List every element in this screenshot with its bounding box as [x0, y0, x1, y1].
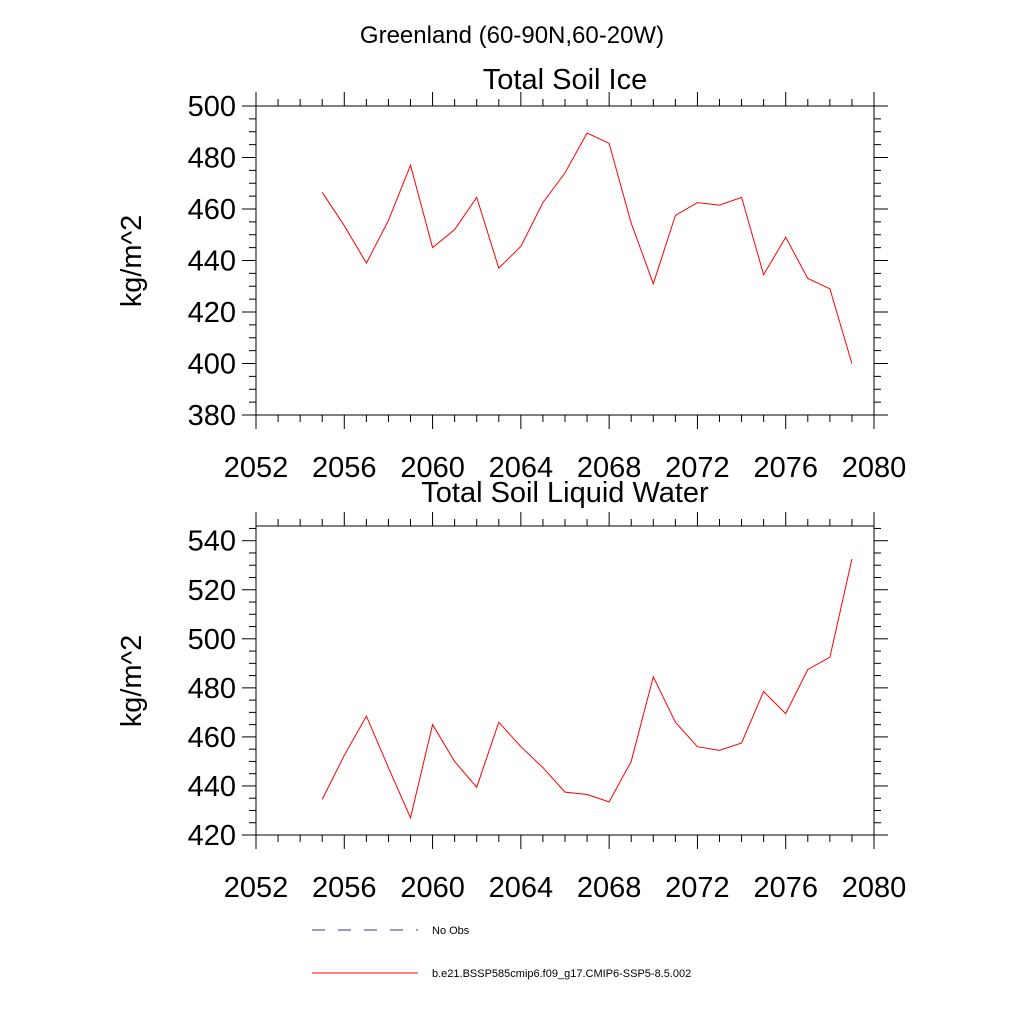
soil-ice-title: Total Soil Ice [483, 64, 647, 96]
y-tick-label: 480 [188, 143, 236, 175]
x-tick-label: 2060 [400, 872, 465, 904]
legend-label-no-obs: No Obs [432, 925, 470, 937]
x-tick-label: 2076 [753, 452, 818, 484]
y-tick-label: 420 [188, 820, 236, 852]
y-tick-label: 520 [188, 575, 236, 607]
y-tick-label: 420 [188, 297, 236, 329]
x-tick-label: 2068 [577, 452, 642, 484]
soil-liquid-water-title: Total Soil Liquid Water [421, 477, 709, 509]
y-tick-label: 500 [188, 624, 236, 656]
x-tick-label: 2064 [489, 452, 554, 484]
soil-ice-panel: Total Soil Ice kg/m^2 2052 2056 2060 2064 20… [116, 64, 906, 484]
y-tick-label: 480 [188, 673, 236, 705]
plot-frame [255, 105, 875, 416]
x-tick-label: 2072 [665, 872, 730, 904]
soil-liquid-water-ylabel: kg/m^2 [116, 635, 148, 728]
x-tick-label: 2056 [312, 452, 377, 484]
x-tick-label: 2064 [489, 872, 554, 904]
figure-title: Greenland (60-90N,60-20W) [360, 22, 664, 49]
y-tick-label: 540 [188, 526, 236, 558]
soil-ice-ylabel: kg/m^2 [116, 215, 148, 308]
y-tick-label: 500 [188, 91, 236, 123]
x-tick-label: 2052 [224, 872, 289, 904]
series-line [321, 132, 853, 364]
x-tick-label: 2080 [842, 872, 907, 904]
x-tick-label: 2052 [224, 452, 289, 484]
x-tick-label: 2072 [665, 452, 730, 484]
x-tick-label: 2056 [312, 872, 377, 904]
y-tick-label: 440 [188, 771, 236, 803]
y-tick-label: 380 [188, 400, 236, 432]
x-tick-label: 2068 [577, 872, 642, 904]
x-tick-label: 2060 [400, 452, 465, 484]
plot-frame [255, 525, 875, 836]
series-line [321, 558, 853, 820]
y-tick-label: 460 [188, 722, 236, 754]
x-tick-label: 2076 [753, 872, 818, 904]
soil-liquid-water-panel: Total Soil Liquid Water kg/m^2 2052 2056 2… [116, 477, 906, 904]
y-tick-label: 460 [188, 194, 236, 226]
y-tick-label: 440 [188, 246, 236, 278]
x-tick-label: 2080 [842, 452, 907, 484]
y-tick-label: 400 [188, 349, 236, 381]
legend-label-model: b.e21.BSSP585cmip6.f09_g17.CMIP6-SSP5-8.… [432, 968, 691, 980]
legend: No Obs b.e21.BSSP585cmip6.f09_g17.CMIP6-… [312, 925, 691, 980]
